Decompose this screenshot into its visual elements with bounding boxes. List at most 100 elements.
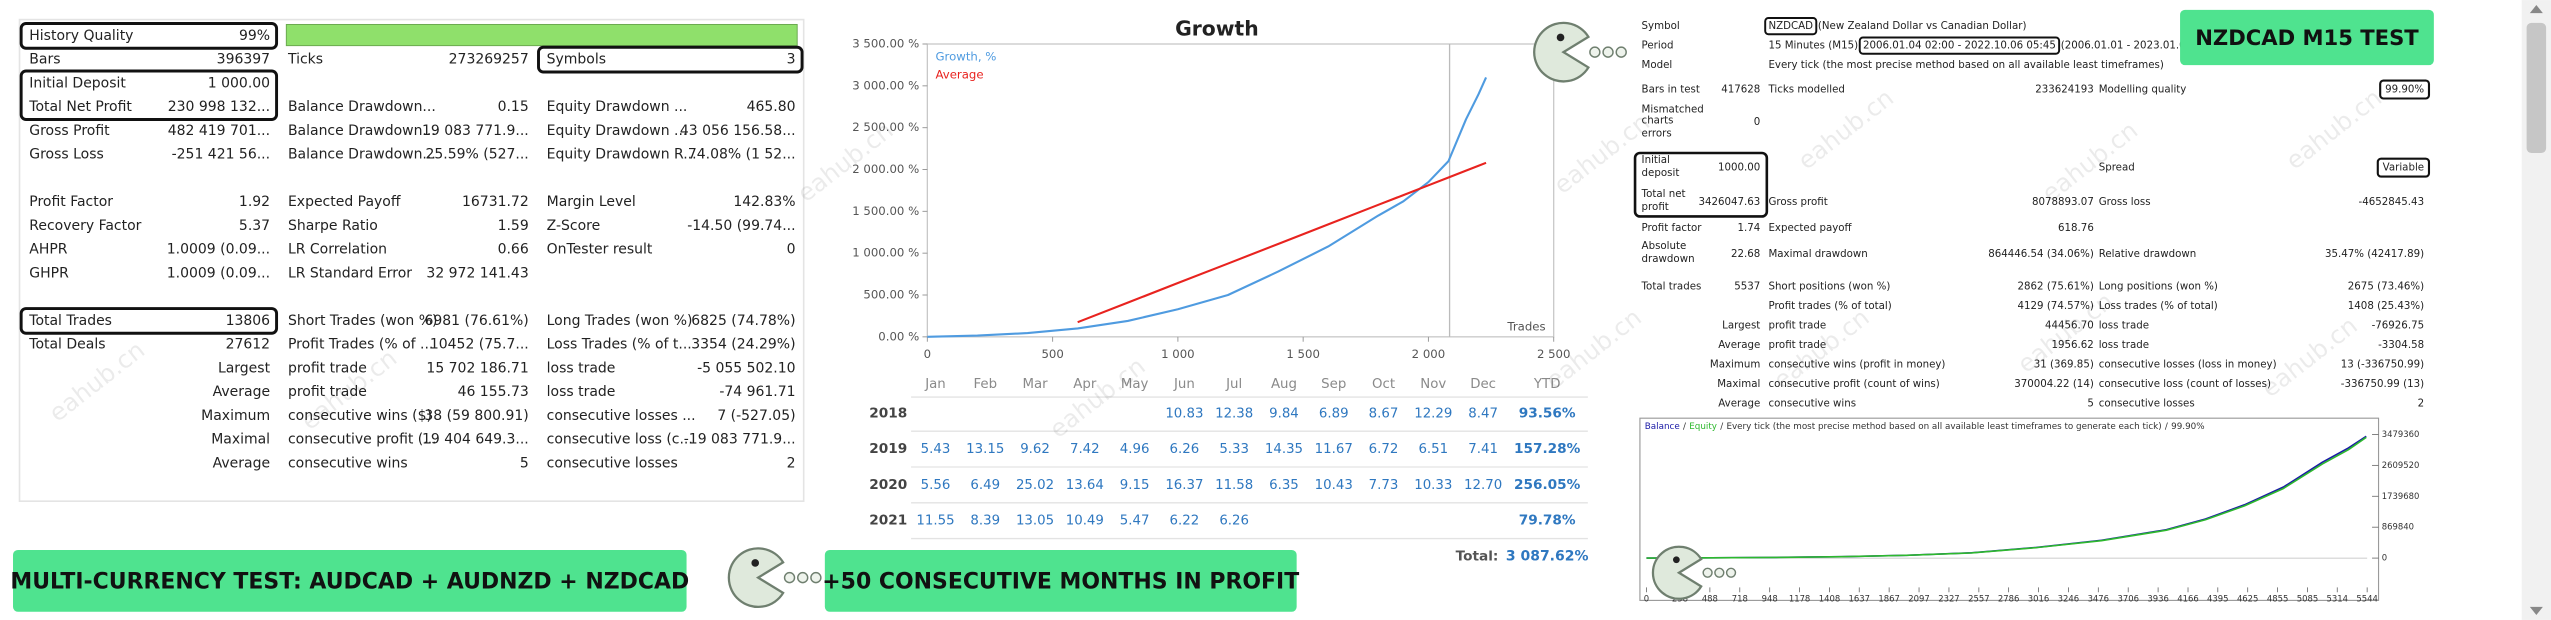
x-tick-label: 4166	[2177, 593, 2198, 603]
plot-frame	[926, 43, 1555, 338]
field-value: (2006.01.01 - 2023.01.01)	[2061, 40, 2196, 52]
field-value: 35.47% (42417.89)	[2325, 248, 2424, 260]
pacman-dot	[797, 571, 809, 584]
field-value: 8078893.07	[2032, 196, 2094, 208]
field-label: consecutive losses ...	[547, 408, 696, 424]
year-label: 2019	[869, 441, 907, 457]
field-value: 15 702 186.71	[426, 360, 528, 376]
plot-frame	[1639, 417, 2380, 601]
field-value: 13806	[226, 313, 271, 329]
legend-entry: Every tick (the most precise method base…	[1726, 422, 2161, 432]
month-value: 12.70	[1464, 478, 1502, 493]
field-value: 31 (369.85)	[2034, 359, 2094, 371]
field-label: History Quality	[29, 28, 133, 44]
total-value: 3 087.62%	[1506, 548, 1589, 564]
field-value: 99.90%	[2385, 84, 2424, 96]
field-value: 44456.70	[2045, 319, 2094, 331]
field-value: 417628	[1721, 84, 1760, 96]
field-label: Z-Score	[547, 218, 601, 234]
x-tick-label: 4625	[2237, 593, 2258, 603]
field-value: 2	[2418, 398, 2425, 410]
y-tick-label: 3479360	[2382, 429, 2420, 439]
month-value: 6.35	[1269, 478, 1299, 493]
pacman-dot	[810, 571, 822, 584]
field-value: 1.0009 (0.09...	[167, 242, 270, 258]
x-tick-label: 5085	[2297, 593, 2318, 603]
field-value: 4129 (74.57%)	[2018, 300, 2094, 312]
quality-bar	[285, 23, 798, 47]
field-label: consecutive wins (profit in money)	[1768, 359, 1945, 371]
ytd-value: 79.78%	[1519, 513, 1576, 529]
banner-text: +50 CONSECUTIVE MONTHS IN PROFIT	[822, 570, 1299, 595]
field-label-box: Initial deposit	[1642, 155, 1680, 179]
pacman-dot	[1702, 567, 1713, 578]
field-value: 1.92	[239, 194, 270, 210]
month-header: Jan	[924, 377, 946, 392]
field-value: 10452 (75.7...	[430, 337, 529, 353]
y-tick-label: 2 000.00 %	[852, 162, 919, 176]
field-label: loss trade	[547, 384, 616, 400]
field-label: Relative drawdown	[2099, 248, 2197, 260]
month-value: 6.26	[1219, 514, 1249, 529]
field-label-wrap: Mismatched charts errors	[1642, 103, 1704, 142]
month-value: 11.67	[1315, 442, 1353, 457]
field-label: Total Deals	[28, 337, 105, 353]
field-label: Equity Drawdown ...	[547, 123, 688, 139]
field-label: consecutive loss (count of losses)	[2099, 378, 2271, 390]
field-label: consecutive losses	[547, 455, 678, 471]
field-value: 0.66	[498, 242, 529, 258]
field-label: Total trades	[1641, 280, 1702, 292]
month-value: 7.42	[1070, 442, 1100, 457]
field-label: Ticks modelled	[1767, 84, 1844, 96]
y-tick-label: 0	[2382, 553, 2387, 563]
month-value: 7.41	[1468, 442, 1498, 457]
month-value: 9.62	[1020, 442, 1050, 457]
month-value: 12.38	[1215, 406, 1253, 421]
field-label: Model	[1642, 59, 1673, 71]
month-header: YTD	[1533, 377, 1561, 392]
field-value: Variable	[2383, 162, 2424, 174]
pacman-icon	[1533, 21, 1627, 83]
month-header: Nov	[1420, 377, 1446, 392]
y-tick-label: 500.00 %	[863, 288, 919, 302]
field-value: 482 419 701...	[168, 123, 270, 139]
field-label: Equity Drawdown ...	[547, 99, 688, 115]
highlight-box	[1633, 151, 1769, 218]
scroll-arrow	[2529, 606, 2543, 616]
field-value: 2675 (73.46%)	[2348, 280, 2424, 292]
row-label: Average	[213, 384, 270, 400]
field-label: Profit trades (% of total)	[1768, 300, 1891, 312]
x-tick-label: 3706	[2117, 593, 2138, 603]
x-tick-label: 2786	[1998, 593, 2019, 603]
field-label: Profit Trades (% of ...	[288, 337, 433, 353]
pacman-dot	[1589, 46, 1601, 58]
month-value: 6.89	[1319, 406, 1349, 421]
ytd-value: 157.28%	[1514, 441, 1581, 457]
x-tick-label: 2097	[1908, 593, 1929, 603]
field-value: 7 (-527.05)	[717, 408, 795, 424]
monthly-table	[911, 367, 1588, 577]
field-label: Bars in test	[1642, 84, 1700, 96]
field-label-wrap: Absolute drawdown	[1642, 234, 1704, 273]
field-value: -76926.75	[2372, 319, 2425, 331]
month-value: 8.67	[1369, 406, 1399, 421]
field-value: 99%	[239, 28, 270, 44]
y-tick-label: 1 000.00 %	[852, 246, 919, 260]
field-value: 2862 (75.61%)	[2018, 280, 2094, 292]
month-value: 5.47	[1120, 514, 1150, 529]
month-header: Aug	[1271, 377, 1297, 392]
field-label: Spread	[2099, 162, 2135, 174]
field-label: consecutive loss (c...	[547, 432, 693, 448]
scroll-arrow	[2529, 4, 2543, 14]
field-value: 38 (59 800.91)	[424, 408, 528, 424]
month-value: 6.72	[1369, 442, 1399, 457]
row-label: Maximum	[1710, 359, 1760, 371]
row-label: Average	[1718, 398, 1760, 410]
pacman-eye	[751, 559, 760, 567]
pacman-eye	[1672, 556, 1680, 564]
year-label: 2020	[869, 477, 907, 493]
field-label: GHPR	[29, 265, 69, 281]
field-value: 22.68	[1731, 248, 1760, 260]
field-value: 142.83%	[733, 194, 795, 210]
y-tick-label: 869840	[2382, 522, 2414, 532]
